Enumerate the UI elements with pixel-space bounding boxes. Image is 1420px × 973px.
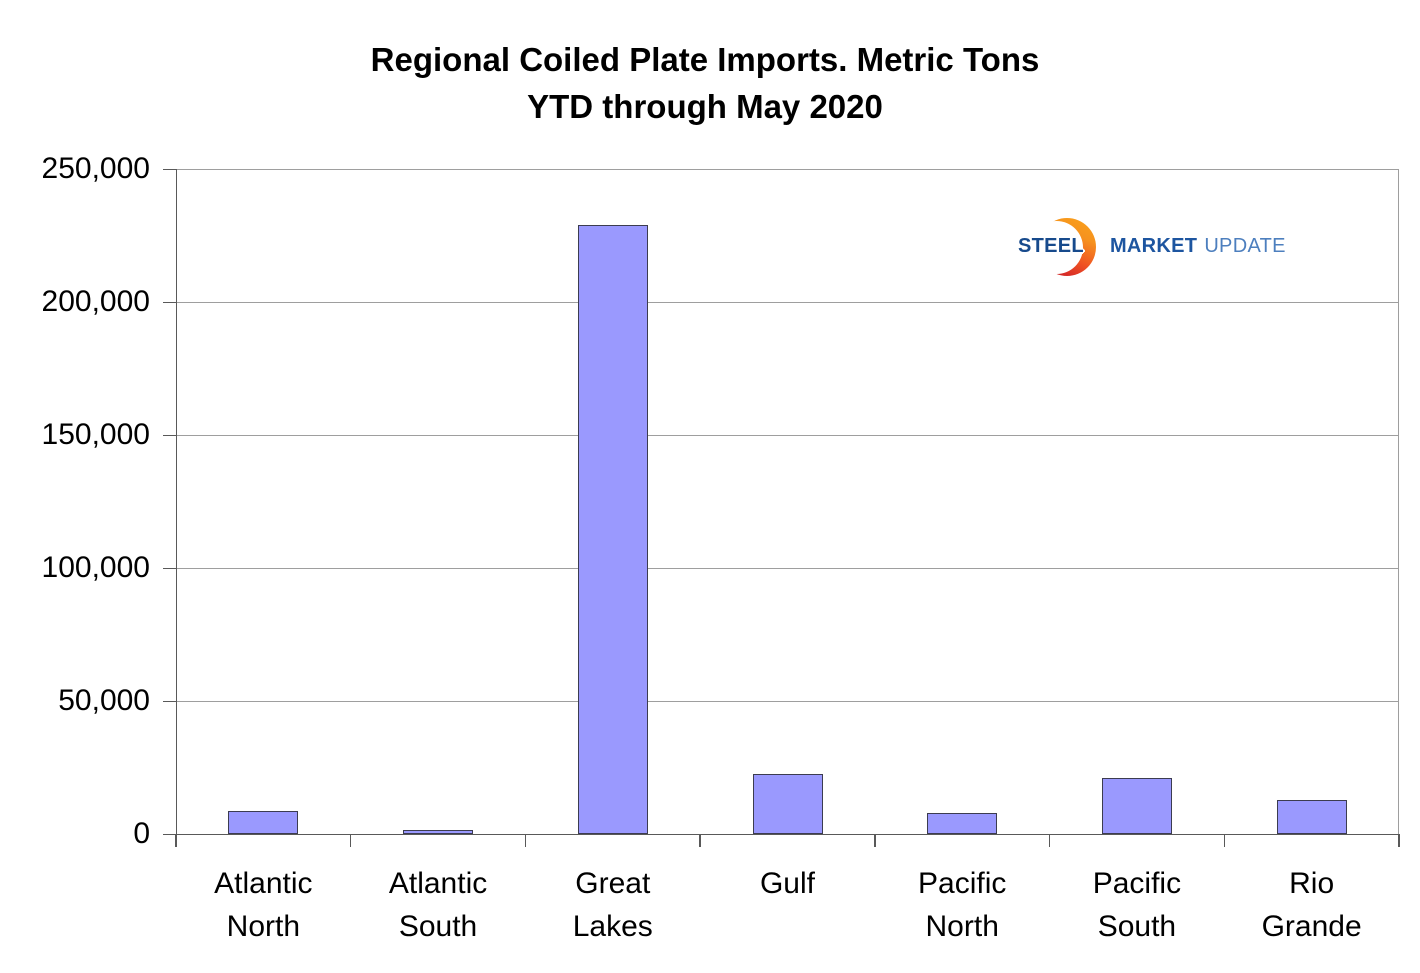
- x-tick: [1398, 834, 1400, 847]
- category-label-line: South: [398, 910, 478, 943]
- y-tick: [163, 301, 176, 303]
- gridline-200000: [176, 301, 1399, 303]
- x-tick: [874, 834, 876, 847]
- chart-title-line2: YTD through May 2020: [527, 88, 883, 125]
- x-tick: [175, 834, 177, 847]
- y-tick: [163, 700, 176, 702]
- y-tick: [163, 567, 176, 569]
- bar-gulf: [752, 774, 823, 834]
- x-tick: [349, 834, 352, 847]
- category-label-line: Grande: [1261, 910, 1362, 943]
- category-label-atlantic-north: Atlantic North: [176, 862, 351, 948]
- x-axis: [163, 833, 1399, 835]
- x-tick: [524, 834, 527, 847]
- category-label-line: South: [1097, 910, 1177, 943]
- chart-title: Regional Coiled Plate Imports. Metric To…: [0, 36, 1410, 130]
- smu-logo-word-update: UPDATE: [1204, 235, 1286, 257]
- gridline-50000: [176, 700, 1399, 702]
- category-label-line: North: [226, 910, 301, 943]
- category-label-gulf: Gulf: [700, 862, 875, 905]
- category-label-line: Pacific: [1092, 867, 1182, 900]
- smu-logo-word-market: MARKET: [1109, 235, 1198, 257]
- bar-atlantic-south: [403, 830, 474, 834]
- category-label-pacific-north: Pacific North: [875, 862, 1050, 948]
- bar-pacific-south: [1101, 777, 1172, 834]
- y-tick-label: 250,000: [41, 152, 150, 185]
- category-label-line: Atlantic: [388, 867, 488, 900]
- category-label-line: Lakes: [572, 910, 653, 943]
- bar-pacific-north: [927, 813, 998, 834]
- category-label-atlantic-south: Atlantic South: [351, 862, 526, 948]
- x-tick: [1048, 834, 1051, 847]
- y-tick: [163, 434, 176, 436]
- y-tick: [163, 168, 176, 170]
- smu-logo-word-steel: STEEL: [1018, 235, 1084, 257]
- category-label-line: Pacific: [918, 867, 1007, 900]
- smu-logo-text: STEEL MARKET UPDATE: [1018, 236, 1286, 256]
- category-label-line: Gulf: [759, 867, 815, 900]
- smu-logo: STEEL MARKET UPDATE: [1016, 212, 1285, 284]
- category-label-line: Rio: [1289, 867, 1335, 900]
- y-tick-label: 200,000: [41, 285, 150, 318]
- bar-great-lakes: [577, 224, 648, 834]
- category-label-line: Atlantic: [214, 867, 313, 900]
- gridline-150000: [176, 434, 1399, 436]
- plot-right-border: [1398, 169, 1399, 834]
- y-tick-label: 0: [133, 817, 150, 850]
- bar-atlantic-north: [228, 811, 299, 834]
- category-label-line: North: [925, 910, 999, 943]
- y-tick-label: 150,000: [41, 418, 150, 451]
- smu-crescent-icon: [1030, 218, 1096, 276]
- category-label-pacific-south: Pacific South: [1050, 862, 1225, 948]
- category-label-line: Great: [575, 867, 651, 900]
- gridline-100000: [176, 567, 1399, 569]
- y-axis: [175, 169, 177, 840]
- category-label-great-lakes: Great Lakes: [525, 862, 700, 948]
- chart-title-line1: Regional Coiled Plate Imports. Metric To…: [370, 41, 1040, 78]
- bar-rio-grande: [1276, 799, 1347, 834]
- y-tick-label: 50,000: [58, 684, 150, 717]
- x-tick: [699, 834, 701, 847]
- gridline-250000: [176, 168, 1399, 170]
- y-tick-label: 100,000: [41, 551, 150, 584]
- category-label-rio-grande: Rio Grande: [1224, 862, 1399, 948]
- x-tick: [1223, 834, 1226, 847]
